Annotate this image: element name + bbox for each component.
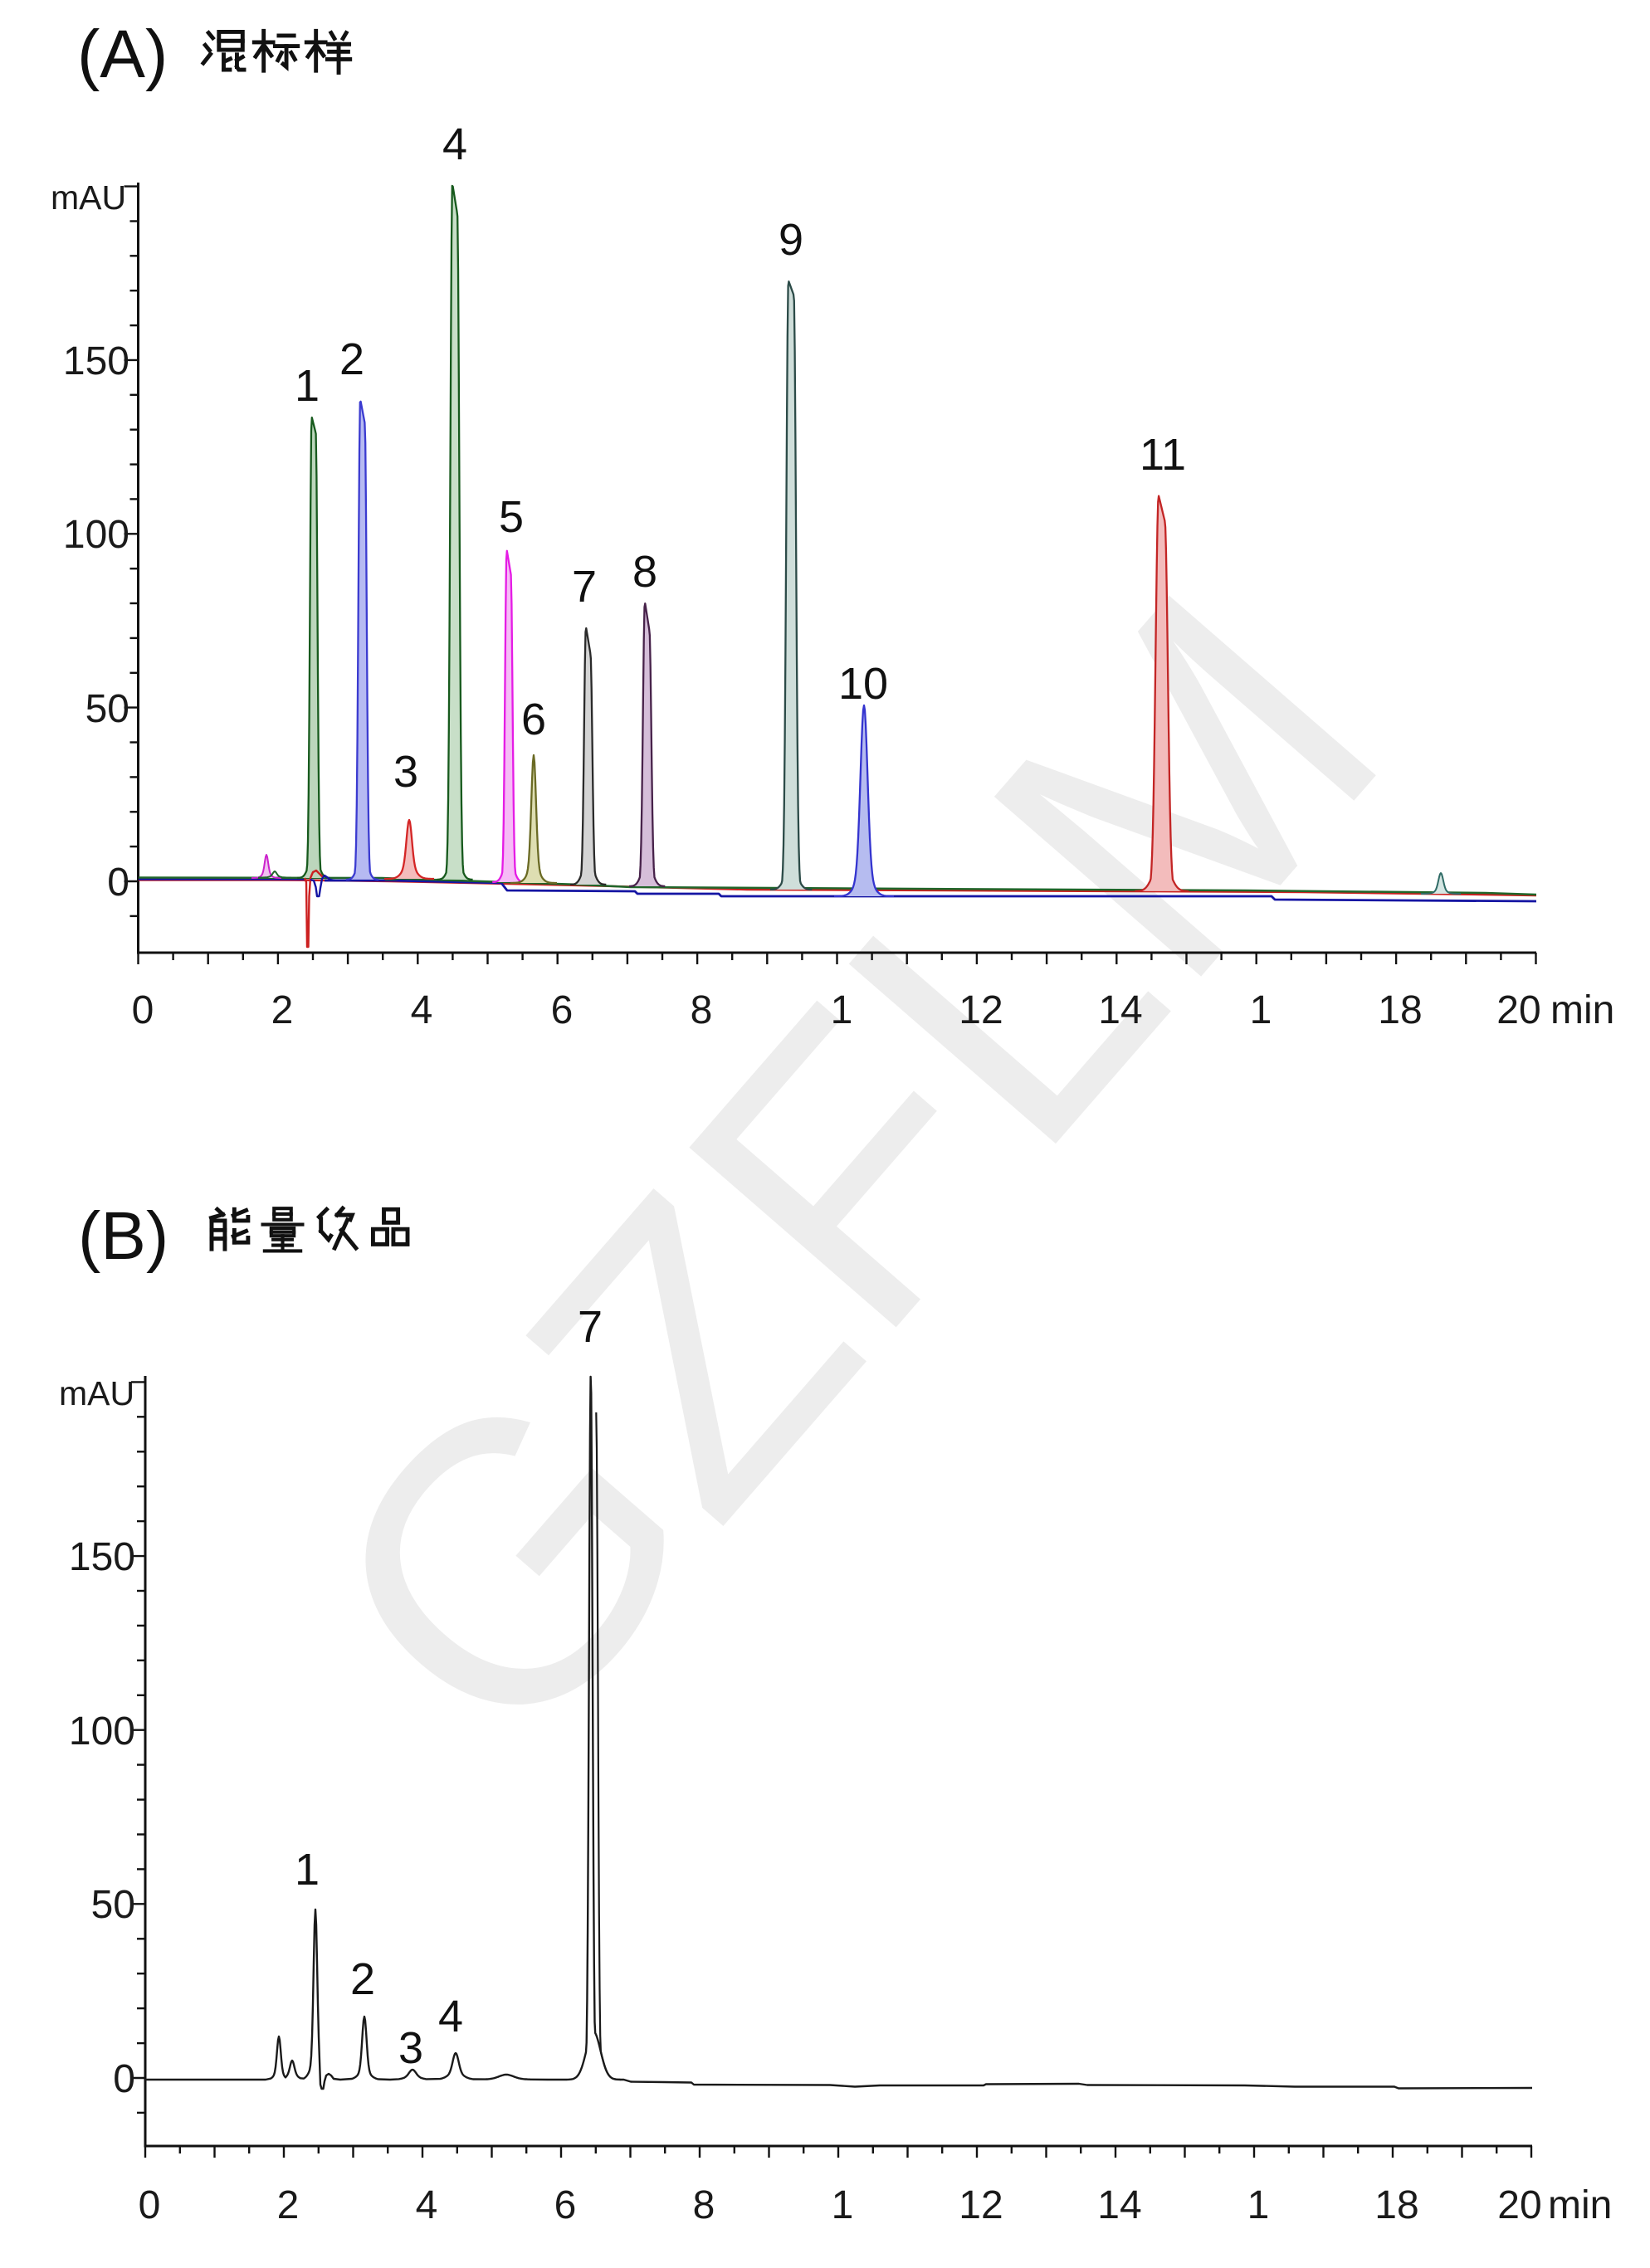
svg-text:mAU: mAU — [51, 178, 126, 217]
svg-text:14: 14 — [1097, 2183, 1141, 2227]
svg-text:8: 8 — [691, 988, 713, 1032]
svg-text:100: 100 — [69, 1710, 135, 1753]
svg-text:1: 1 — [295, 1845, 320, 1895]
svg-text:4: 4 — [442, 119, 467, 169]
svg-text:18: 18 — [1374, 2183, 1418, 2227]
svg-text:6: 6 — [551, 988, 574, 1032]
svg-text:7: 7 — [578, 1302, 603, 1352]
svg-text:11: 11 — [1140, 430, 1186, 480]
svg-text:50: 50 — [91, 1883, 135, 1927]
svg-text:2: 2 — [339, 334, 364, 384]
svg-text:150: 150 — [63, 339, 129, 383]
svg-text:1: 1 — [832, 2183, 854, 2227]
svg-text:1: 1 — [831, 988, 853, 1032]
svg-text:7: 7 — [572, 562, 597, 612]
svg-text:mAU: mAU — [59, 1374, 134, 1412]
svg-text:5: 5 — [499, 492, 524, 542]
svg-text:4: 4 — [411, 988, 433, 1032]
svg-text:0: 0 — [132, 988, 154, 1032]
svg-text:150: 150 — [69, 1535, 135, 1579]
svg-text:4: 4 — [416, 2183, 438, 2227]
svg-text:0: 0 — [113, 2057, 135, 2101]
svg-text:2: 2 — [271, 988, 294, 1032]
svg-text:6: 6 — [554, 2183, 577, 2227]
svg-text:1: 1 — [1250, 988, 1272, 1032]
svg-text:3: 3 — [393, 747, 418, 797]
svg-text:2: 2 — [277, 2183, 300, 2227]
svg-text:0: 0 — [139, 2183, 161, 2227]
svg-text:4: 4 — [438, 1992, 463, 2041]
svg-text:100: 100 — [63, 513, 129, 557]
svg-text:(A): (A) — [77, 17, 168, 92]
svg-text:1: 1 — [295, 361, 320, 411]
svg-text:min: min — [1548, 2183, 1612, 2227]
svg-text:14: 14 — [1098, 988, 1142, 1032]
svg-text:12: 12 — [959, 988, 1003, 1032]
svg-text:8: 8 — [632, 547, 657, 597]
svg-text:1: 1 — [1247, 2183, 1270, 2227]
svg-text:min: min — [1550, 988, 1614, 1032]
svg-text:9: 9 — [779, 215, 803, 265]
svg-text:12: 12 — [959, 2183, 1003, 2227]
svg-text:18: 18 — [1378, 988, 1422, 1032]
svg-text:3: 3 — [398, 2023, 423, 2073]
svg-text:20: 20 — [1496, 988, 1540, 1032]
svg-text:0: 0 — [107, 861, 129, 905]
svg-text:(B): (B) — [78, 1198, 168, 1274]
svg-text:50: 50 — [85, 687, 129, 731]
svg-text:20: 20 — [1497, 2183, 1541, 2227]
svg-text:10: 10 — [838, 659, 888, 709]
svg-text:6: 6 — [521, 695, 546, 744]
svg-text:2: 2 — [350, 1954, 375, 2004]
svg-text:8: 8 — [693, 2183, 715, 2227]
